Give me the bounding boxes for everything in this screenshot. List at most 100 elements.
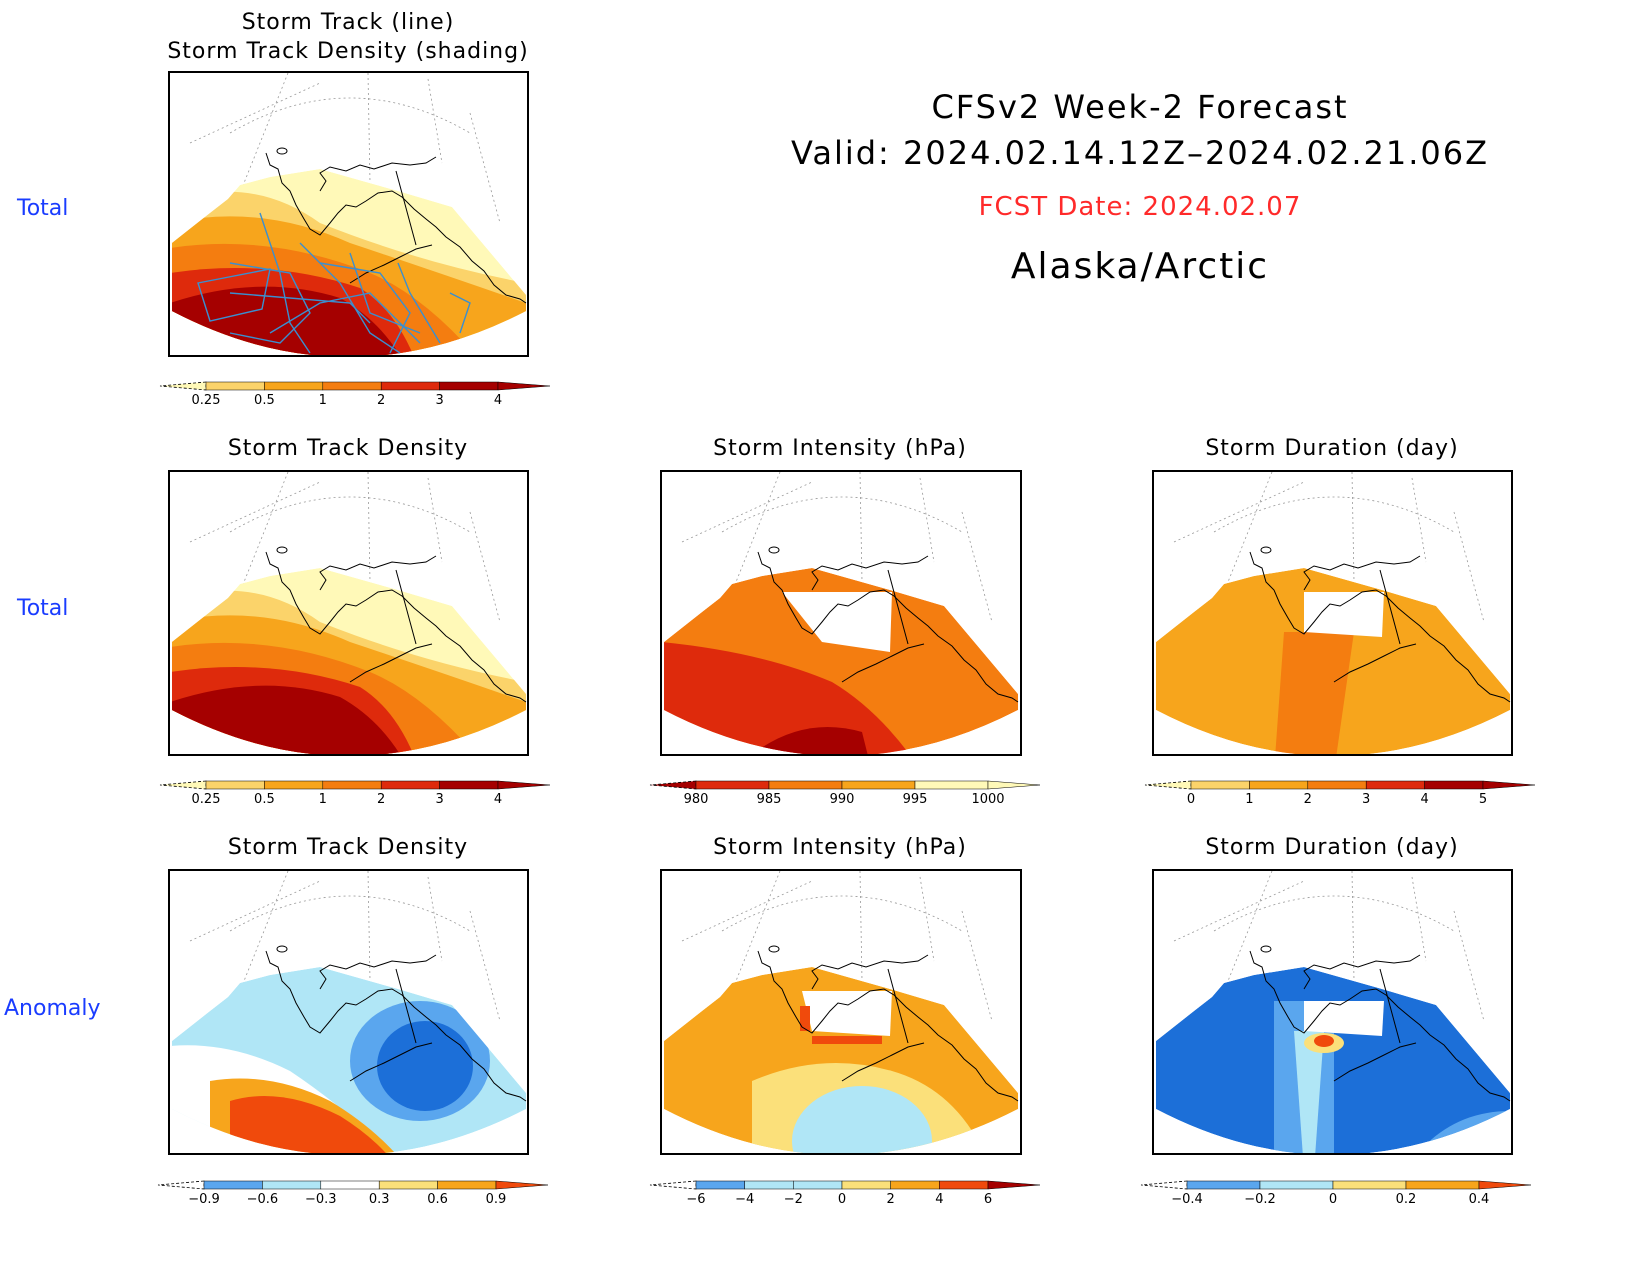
- border-line: [1379, 569, 1401, 645]
- border-line: [395, 968, 417, 1044]
- colorbar-bin: [262, 1180, 322, 1190]
- colorbar-tick-label: −0.6: [247, 1192, 279, 1207]
- contour-band: [1304, 592, 1384, 637]
- colorbar-tick-label: 980: [684, 792, 709, 807]
- colorbar-tick-label: −2: [784, 1192, 803, 1207]
- island: [768, 546, 780, 554]
- coastline: [1249, 950, 1511, 1102]
- colorbar-tick-label: 0.5: [254, 792, 275, 807]
- contour-band: [1304, 1001, 1384, 1036]
- map-duration-anomaly: [1152, 869, 1513, 1155]
- graticule: [1173, 871, 1485, 1022]
- colorbar-tick-label: 995: [903, 792, 928, 807]
- colorbar-low-extension: [1140, 1180, 1188, 1190]
- storm-track-line: [449, 292, 471, 334]
- storm-track-line: [229, 262, 311, 344]
- panel-title-duration-total: Storm Duration (day): [1205, 436, 1459, 461]
- island: [276, 945, 288, 953]
- colorbar-bin: [205, 381, 265, 391]
- island: [1260, 945, 1272, 953]
- colorbar-tick-label: 3: [435, 792, 443, 807]
- coastline: [757, 551, 1019, 703]
- colorbar-tick-label: 0.5: [254, 393, 275, 408]
- colorbar-intensity-anomaly: −6 −4 −2 0 2 4 6: [649, 1177, 1041, 1207]
- colorbar-tick-label: −0.2: [1244, 1192, 1276, 1207]
- colorbar-tick-label: −4: [735, 1192, 754, 1207]
- colorbar-tick-label: 1: [319, 792, 327, 807]
- panel-title-density-anomaly: Storm Track Density: [227, 835, 469, 860]
- aleutian-chain: [1333, 1042, 1417, 1082]
- colorbar-tick-label: 0: [838, 1192, 846, 1207]
- colorbar-tick-label: 1: [319, 393, 327, 408]
- colorbar-tick-label: 985: [757, 792, 782, 807]
- colorbar-tick-label: −6: [686, 1192, 705, 1207]
- row-label-total-2: Total: [17, 596, 69, 621]
- coastline: [265, 551, 527, 703]
- storm-track-line: [269, 292, 421, 344]
- colorbar-tick-label: 0: [1329, 1192, 1337, 1207]
- colorbar-duration-total: 0 1 2 3 4 5: [1144, 777, 1536, 807]
- colorbar-bin: [203, 1180, 263, 1190]
- aleutian-chain: [349, 1042, 433, 1082]
- island: [276, 546, 288, 554]
- contour-band: [800, 1006, 810, 1031]
- north-coastline: [1303, 555, 1421, 591]
- border-line: [1379, 968, 1401, 1044]
- colorbar-tick-label: 2: [1304, 792, 1312, 807]
- island: [768, 945, 780, 953]
- colorbar-bin: [1405, 1180, 1480, 1190]
- shaded-field: [172, 967, 526, 1153]
- map-density-total: [168, 470, 529, 756]
- north-coastline: [319, 555, 437, 591]
- row-label-total-1: Total: [17, 196, 69, 221]
- colorbar-bin: [378, 1180, 438, 1190]
- colorbar-tick-label: 3: [435, 393, 443, 408]
- colorbar-bin: [768, 780, 843, 790]
- colorbar-tick-label: −0.3: [305, 1192, 337, 1207]
- panel-title-intensity-anomaly: Storm Intensity (hPa): [713, 835, 967, 860]
- colorbar-bin: [1249, 780, 1309, 790]
- colorbar-low-extension: [159, 381, 207, 391]
- contour-band: [812, 1036, 882, 1044]
- colorbar-high-extension: [1478, 1180, 1532, 1190]
- colorbar-bin: [320, 1180, 380, 1190]
- colorbar-bin: [744, 1180, 794, 1190]
- colorbar-bin: [1186, 1180, 1261, 1190]
- colorbar-bin: [939, 1180, 989, 1190]
- aleutian-chain: [841, 643, 925, 683]
- colorbar-bin: [380, 780, 440, 790]
- colorbar-bin: [205, 780, 265, 790]
- border-line: [887, 569, 909, 645]
- colorbar-high-extension: [495, 1180, 549, 1190]
- colorbar-bin: [793, 1180, 843, 1190]
- colorbar-low-extension: [157, 1180, 205, 1190]
- panel-title-density-total: Storm Track Density: [227, 436, 469, 461]
- north-coastline: [319, 954, 437, 990]
- colorbar-bin: [890, 1180, 940, 1190]
- colorbar-tick-label: 990: [830, 792, 855, 807]
- map-track-density-lines: [168, 71, 529, 357]
- storm-track-lines: [197, 212, 471, 354]
- island: [276, 147, 288, 155]
- aleutian-chain: [349, 643, 433, 683]
- colorbar-density-anomaly: −0.9 −0.6 −0.3 0.3 0.6 0.9: [157, 1177, 549, 1207]
- storm-track-line: [397, 262, 441, 344]
- colorbar-tick-label: 0.3: [369, 1192, 390, 1207]
- colorbar-tick-label: 4: [935, 1192, 943, 1207]
- colorbar-tick-label: 2: [377, 792, 385, 807]
- colorbar-tick-label: 0.2: [1396, 1192, 1417, 1207]
- graticule: [681, 472, 993, 623]
- colorbar-bin: [1259, 1180, 1334, 1190]
- colorbar-low-extension: [159, 780, 207, 790]
- colorbar-low-extension: [649, 1180, 697, 1190]
- colorbar-bin: [841, 1180, 891, 1190]
- aleutian-chain: [1333, 643, 1417, 683]
- panel-title-duration-anomaly: Storm Duration (day): [1205, 835, 1459, 860]
- colorbar-bin: [380, 381, 440, 391]
- colorbar-bin: [914, 780, 989, 790]
- colorbar-tick-label: 0.6: [427, 1192, 448, 1207]
- contour-band: [1314, 1035, 1334, 1047]
- region-name: Alaska/Arctic: [1010, 246, 1270, 287]
- panel-title-track-line: Storm Track (line): [241, 10, 455, 35]
- panel-title-intensity-total: Storm Intensity (hPa): [713, 436, 967, 461]
